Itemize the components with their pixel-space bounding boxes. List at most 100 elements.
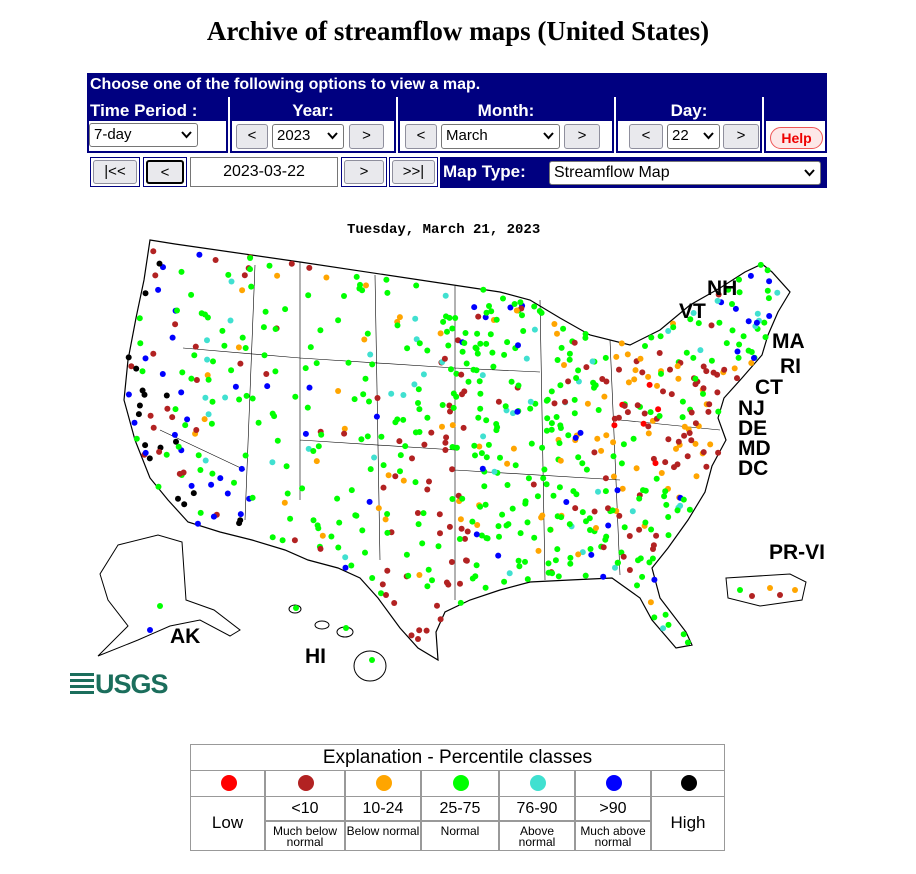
gauge-dot: [700, 449, 707, 456]
gauge-dot: [424, 486, 431, 493]
gauge-dot: [684, 453, 691, 460]
gauge-dot: [228, 367, 235, 374]
gauge-dot: [157, 603, 163, 609]
gauge-dot: [655, 406, 662, 413]
gauge-dot: [173, 438, 179, 445]
gauge-dot: [178, 389, 185, 396]
gauge-dot: [343, 625, 349, 631]
gauge-dot: [457, 599, 464, 606]
gauge-dot: [736, 276, 742, 283]
gauge-dot: [556, 440, 563, 447]
gauge-dot: [282, 306, 289, 313]
gauge-dot: [142, 355, 149, 362]
time-period-select[interactable]: 7-day: [89, 123, 198, 147]
gauge-dot: [632, 367, 639, 374]
gauge-dot: [692, 420, 699, 427]
prev-button[interactable]: <: [146, 160, 184, 184]
next-button[interactable]: >: [344, 160, 384, 184]
year-select[interactable]: 2023: [272, 124, 344, 149]
gauge-dot: [497, 454, 503, 461]
state-label: NJ: [738, 397, 765, 420]
gauge-dot: [262, 308, 269, 315]
next-month-button[interactable]: >: [564, 124, 600, 149]
gauge-dot: [188, 375, 195, 382]
gauge-dot: [383, 592, 389, 598]
gauge-dot: [648, 334, 655, 341]
time-period-label: Time Period :: [87, 100, 228, 122]
gauge-dot: [420, 510, 427, 517]
gauge-dot: [548, 426, 555, 433]
gauge-dot: [624, 351, 631, 358]
month-select[interactable]: March: [441, 124, 560, 149]
legend-swatch: [681, 775, 697, 791]
gauge-dot: [656, 413, 663, 419]
page-title: Archive of streamflow maps (United State…: [206, 16, 710, 46]
gauge-dot: [510, 445, 517, 452]
gauge-dot: [193, 427, 200, 433]
gauge-dot: [731, 365, 738, 372]
gauge-dot: [575, 454, 582, 461]
gauge-dot: [653, 532, 660, 539]
help-button[interactable]: Help: [770, 127, 823, 149]
state-label: DC: [738, 457, 769, 480]
gauge-dot: [415, 400, 421, 406]
gauge-dot: [163, 392, 170, 399]
gauge-dot: [305, 445, 312, 452]
gauge-dot: [287, 515, 294, 522]
gauge-dot: [369, 361, 376, 368]
month-label: Month:: [398, 100, 614, 122]
gauge-dot: [681, 432, 688, 439]
gauge-dot: [477, 405, 484, 412]
gauge-dot: [156, 448, 163, 455]
next-year-button[interactable]: >: [349, 124, 384, 149]
gauge-dot: [274, 437, 281, 444]
next-day-button[interactable]: >: [723, 124, 759, 149]
gauge-dot: [700, 390, 706, 397]
gauge-dot: [237, 511, 244, 518]
gauge-dot: [538, 309, 545, 316]
gauge-dot: [603, 378, 610, 385]
gauge-dot: [584, 400, 591, 407]
gauge-dot: [345, 359, 352, 366]
day-select[interactable]: 22: [667, 124, 720, 149]
gauge-dot: [163, 451, 170, 458]
gauge-dot: [409, 455, 415, 462]
gauge-dot: [675, 438, 682, 445]
gauge-dot: [448, 559, 455, 565]
gauge-dot: [583, 364, 590, 371]
gauge-dot: [522, 498, 529, 505]
gauge-dot: [661, 493, 668, 500]
last-button[interactable]: >>|: [392, 160, 435, 184]
gauge-dot: [557, 425, 564, 431]
gauge-dot: [310, 517, 317, 524]
puerto-rico: [725, 573, 807, 607]
gauge-dot: [486, 303, 492, 309]
gauge-dot: [360, 391, 367, 398]
gauge-dot: [667, 366, 673, 373]
map-type-select[interactable]: Streamflow Map: [549, 161, 821, 185]
date-input[interactable]: 2023-03-22: [190, 157, 338, 187]
prev-year-button[interactable]: <: [236, 124, 268, 149]
gauge-dot: [479, 465, 486, 472]
legend-title: Explanation - Percentile classes: [190, 744, 725, 771]
gauge-dot: [625, 379, 632, 386]
gauge-dot: [517, 530, 524, 537]
prev-month-button[interactable]: <: [405, 124, 437, 149]
gauge-dot: [591, 508, 598, 515]
gauge-dot: [442, 292, 449, 299]
prev-day-button[interactable]: <: [629, 124, 663, 149]
gauge-dot: [396, 438, 403, 445]
first-button[interactable]: |<<: [93, 160, 137, 184]
gauge-dot: [397, 468, 403, 475]
gauge-dot: [416, 627, 423, 634]
gauge-dot: [449, 422, 456, 429]
gauge-dot: [494, 424, 501, 431]
gauge-dot: [358, 436, 365, 443]
gauge-dot: [594, 435, 601, 442]
gauge-dot: [671, 464, 677, 471]
gauge-dot: [222, 394, 229, 401]
gauge-dot: [496, 533, 502, 540]
gauge-dot: [500, 295, 506, 302]
gauge-dot: [131, 419, 138, 426]
gauge-dot: [490, 363, 497, 370]
